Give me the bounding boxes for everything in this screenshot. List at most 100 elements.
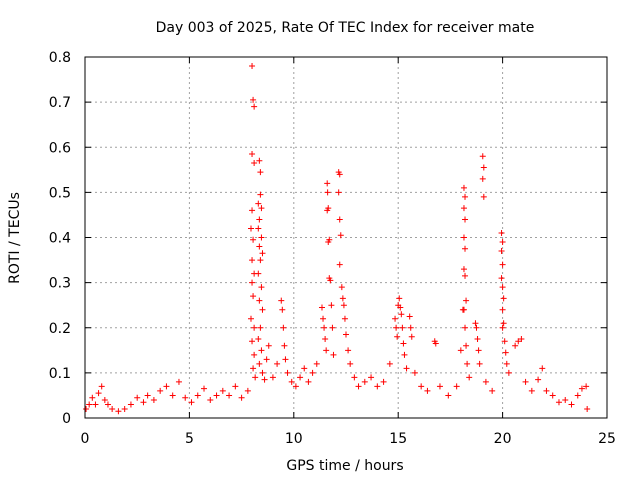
data-point xyxy=(249,151,256,158)
data-point xyxy=(256,243,263,250)
data-point xyxy=(406,313,413,320)
data-point xyxy=(462,272,469,279)
data-point xyxy=(463,342,470,349)
x-tick-label: 5 xyxy=(185,431,194,447)
data-point xyxy=(462,245,469,252)
data-point xyxy=(386,360,393,367)
data-point xyxy=(505,369,512,376)
data-point xyxy=(255,200,262,207)
data-point xyxy=(403,365,410,372)
x-tick-label: 15 xyxy=(389,431,407,447)
y-tick-label: 0.8 xyxy=(49,50,71,66)
data-point xyxy=(539,365,546,372)
data-point xyxy=(568,401,575,408)
data-point xyxy=(424,387,431,394)
data-point xyxy=(259,250,266,257)
data-point xyxy=(330,351,337,358)
data-point xyxy=(460,234,467,241)
y-tick-label: 0.3 xyxy=(49,276,71,292)
y-tick-label: 0.2 xyxy=(49,321,71,337)
data-point xyxy=(249,257,256,264)
data-point xyxy=(374,383,381,390)
data-point xyxy=(411,369,418,376)
data-point xyxy=(549,392,556,399)
data-point xyxy=(327,277,334,284)
data-point xyxy=(257,324,264,331)
data-point xyxy=(368,374,375,381)
data-point xyxy=(336,171,343,178)
data-point xyxy=(244,387,251,394)
data-point xyxy=(460,306,467,313)
y-tick-label: 0.1 xyxy=(49,366,71,382)
data-point xyxy=(460,205,467,212)
data-point xyxy=(318,304,325,311)
data-point xyxy=(324,180,331,187)
data-point xyxy=(321,324,328,331)
data-point xyxy=(432,340,439,347)
data-point xyxy=(292,383,299,390)
data-point xyxy=(400,340,407,347)
data-point xyxy=(251,324,258,331)
data-point xyxy=(499,239,506,246)
data-point xyxy=(464,360,471,367)
x-tick-label: 0 xyxy=(81,431,90,447)
data-point xyxy=(232,383,239,390)
data-point xyxy=(259,306,266,313)
data-point xyxy=(394,333,401,340)
data-point xyxy=(258,234,265,241)
data-point xyxy=(466,374,473,381)
data-point xyxy=(104,401,111,408)
data-point xyxy=(498,229,505,236)
data-point xyxy=(328,302,335,309)
data-point xyxy=(562,396,569,403)
data-point xyxy=(499,324,506,331)
y-tick-label: 0.5 xyxy=(49,185,71,201)
data-point xyxy=(393,324,400,331)
data-point xyxy=(255,225,262,232)
y-tick-label: 0.6 xyxy=(49,140,71,156)
data-point xyxy=(380,378,387,385)
data-point xyxy=(250,365,257,372)
data-point xyxy=(323,347,330,354)
data-point xyxy=(408,333,415,340)
data-point xyxy=(501,338,508,345)
data-point xyxy=(392,315,399,322)
data-point xyxy=(351,374,358,381)
data-point xyxy=(336,261,343,268)
data-point xyxy=(250,236,257,243)
data-point xyxy=(361,378,368,385)
data-point xyxy=(341,315,348,322)
data-point xyxy=(251,351,258,358)
data-point xyxy=(257,191,264,198)
data-point xyxy=(249,279,256,286)
data-point xyxy=(578,385,585,392)
data-point xyxy=(535,376,542,383)
data-point xyxy=(86,401,93,408)
data-point xyxy=(498,248,505,255)
data-point xyxy=(355,383,362,390)
data-point xyxy=(474,336,481,343)
y-tick-label: 0 xyxy=(62,411,71,427)
data-point xyxy=(397,304,404,311)
data-point xyxy=(336,216,343,223)
data-point xyxy=(482,378,489,385)
data-point xyxy=(247,225,254,232)
data-point xyxy=(453,383,460,390)
data-point xyxy=(462,324,469,331)
data-point xyxy=(257,257,264,264)
data-point xyxy=(249,63,256,70)
data-point xyxy=(255,336,262,343)
data-point xyxy=(249,338,256,345)
data-point xyxy=(175,378,182,385)
data-point xyxy=(476,360,483,367)
data-point xyxy=(256,360,263,367)
data-point xyxy=(457,347,464,354)
data-point xyxy=(263,356,270,363)
data-point xyxy=(399,324,406,331)
data-point xyxy=(250,293,257,300)
data-point xyxy=(498,275,505,282)
data-point xyxy=(278,297,285,304)
data-point xyxy=(188,399,195,406)
grid-lines xyxy=(85,57,607,418)
data-point xyxy=(265,342,272,349)
